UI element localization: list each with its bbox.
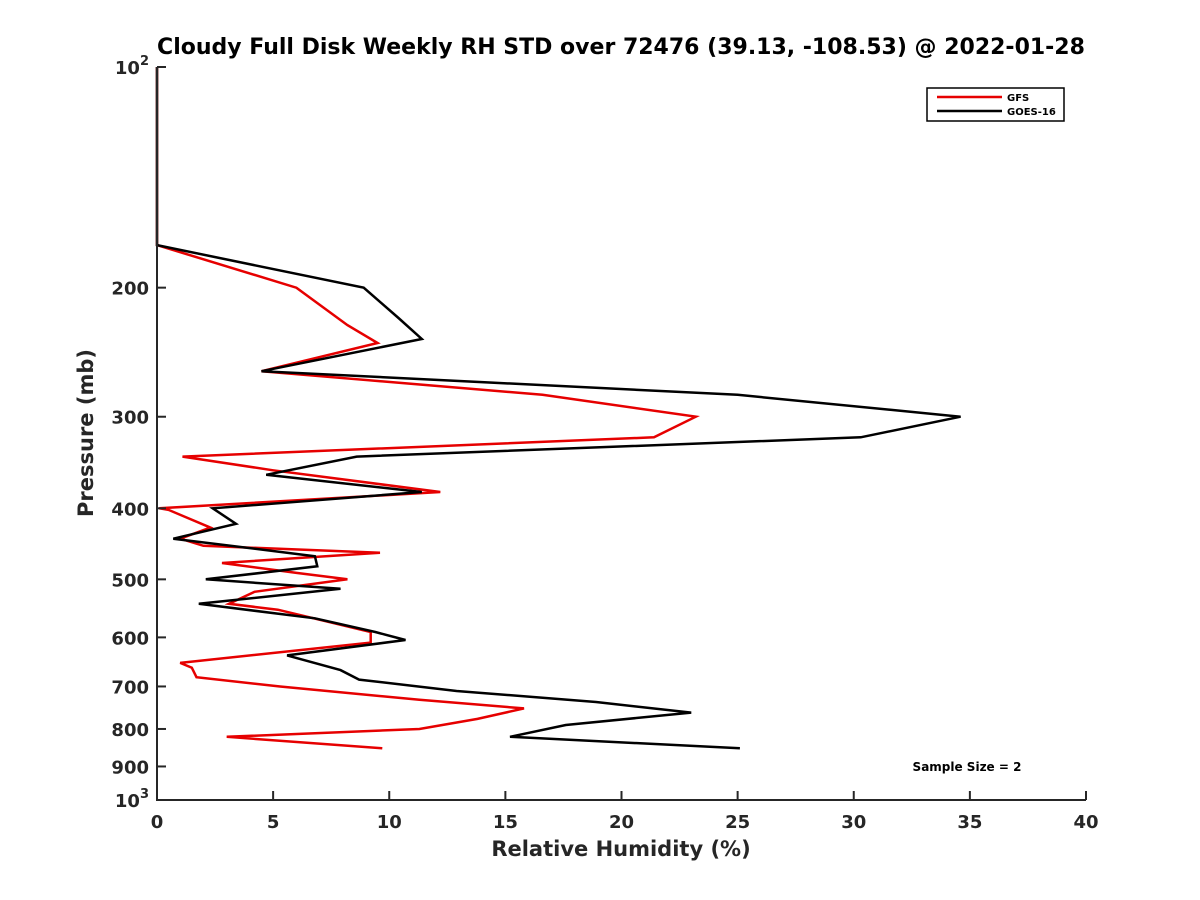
- x-tick-label: 0: [151, 812, 164, 833]
- series-line-goes-16: [155, 67, 961, 750]
- sample-size-annotation: Sample Size = 2: [913, 760, 1022, 774]
- y-tick-label: 400: [111, 499, 149, 520]
- y-tick-label: 102: [115, 54, 149, 79]
- chart-title: Cloudy Full Disk Weekly RH STD over 7247…: [157, 35, 1085, 60]
- x-tick-label: 25: [725, 812, 750, 833]
- x-tick-label: 35: [957, 812, 982, 833]
- ticks-layer: 0 5 10 15 20 25 30 35 40 102 200 300 400 500 600 700 800…: [111, 54, 1098, 833]
- x-tick-label: 20: [609, 812, 634, 833]
- x-tick-label: 15: [493, 812, 518, 833]
- y-axis-label: Pressure (mb): [74, 349, 98, 517]
- y-tick-label: 800: [111, 720, 149, 741]
- x-tick-label: 30: [841, 812, 866, 833]
- legend-label: GFS: [1007, 93, 1029, 104]
- y-tick-label: 500: [111, 570, 149, 591]
- y-tick-label: 700: [111, 677, 149, 698]
- legend-box: [926, 87, 1065, 122]
- legend-label: GOES-16: [1007, 107, 1056, 118]
- y-tick-label: 200: [111, 279, 149, 300]
- y-tick-label: 103: [115, 787, 149, 812]
- legend: GFS GOES-16: [926, 87, 1065, 122]
- y-tick-label: 600: [111, 628, 149, 649]
- x-tick-label: 40: [1073, 812, 1098, 833]
- y-tick-label: 900: [111, 757, 149, 778]
- x-tick-label: 10: [377, 812, 402, 833]
- series-layer: [155, 67, 961, 750]
- x-tick-label: 5: [267, 812, 280, 833]
- y-tick-label: 300: [111, 408, 149, 429]
- x-axis-label: Relative Humidity (%): [491, 837, 750, 861]
